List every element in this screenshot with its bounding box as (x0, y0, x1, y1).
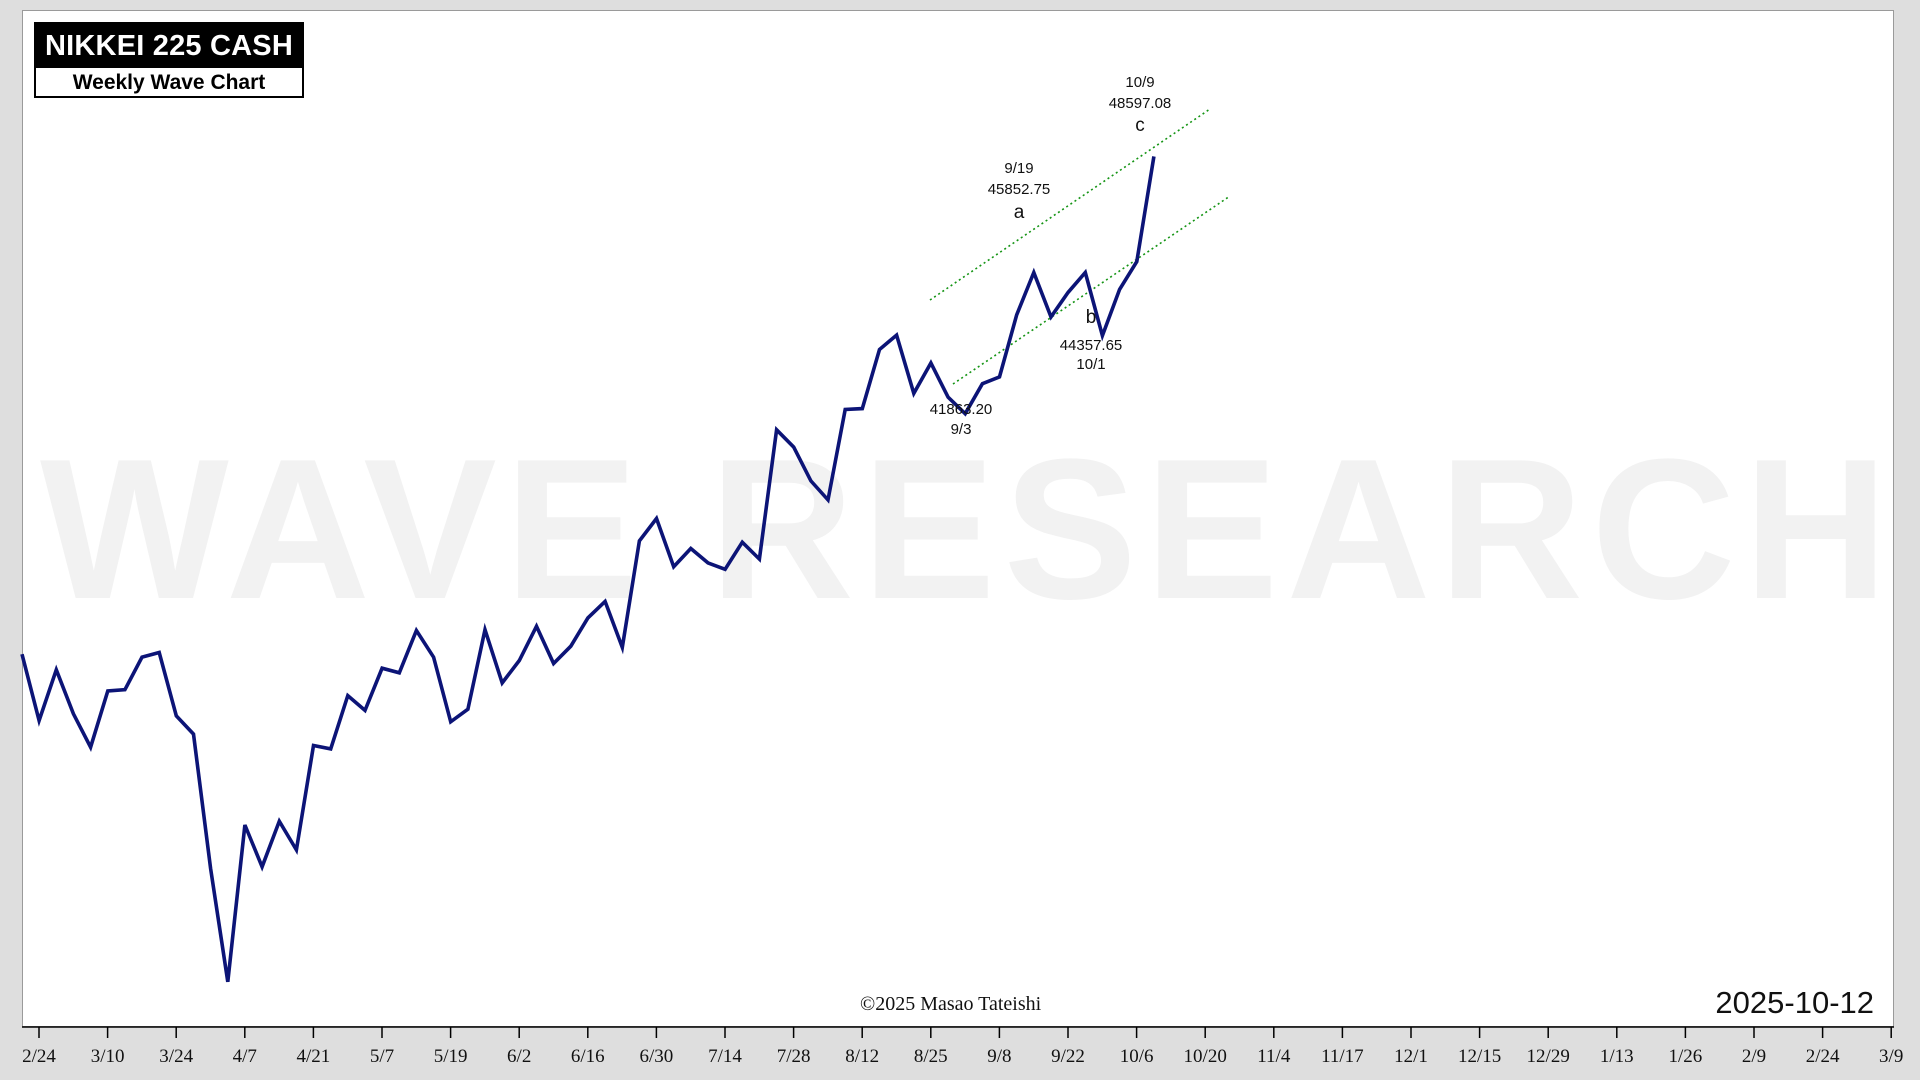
x-tick-label: 8/12 (845, 1046, 879, 1067)
x-tick-label: 3/24 (159, 1046, 193, 1067)
swing-date-label: 9/19 (1004, 160, 1033, 177)
x-tick-label: 11/17 (1321, 1046, 1364, 1067)
price-line (20, 156, 1156, 983)
x-tick-label: 2/24 (22, 1046, 56, 1067)
wave-label-a: a (1014, 202, 1025, 223)
swing-date-label: 10/1 (1076, 356, 1105, 373)
chart-title-box: NIKKEI 225 CASH Weekly Wave Chart (34, 22, 304, 98)
x-tick-label: 3/10 (91, 1046, 125, 1067)
x-tick-label: 5/7 (370, 1046, 394, 1067)
watermark: WAVE RESEARCH (40, 418, 1897, 641)
chart-frame (22, 10, 1894, 1027)
x-tick-label: 7/28 (777, 1046, 811, 1067)
x-tick-label: 12/15 (1458, 1046, 1501, 1067)
channel-lower-line (952, 195, 1231, 385)
report-date: 2025-10-12 (1715, 985, 1874, 1020)
x-tick-label: 10/6 (1120, 1046, 1154, 1067)
x-tick-label: 10/20 (1184, 1046, 1227, 1067)
x-tick-label: 8/25 (914, 1046, 948, 1067)
swing-price-label: 41863.20 (930, 401, 993, 418)
x-tick-label: 2/24 (1806, 1046, 1840, 1067)
swing-price-label: 44357.65 (1060, 337, 1123, 354)
x-tick-label: 9/8 (987, 1046, 1011, 1067)
x-axis: 2/24 3/10 3/24 4/7 4/21 5/7 5/19 6/2 6/16 6/30 7/1… (22, 1026, 1903, 1067)
x-tick-label: 11/4 (1257, 1046, 1291, 1067)
x-tick-label: 4/21 (297, 1046, 331, 1067)
x-tick-label: 6/2 (507, 1046, 531, 1067)
x-tick-label: 4/7 (233, 1046, 257, 1067)
x-tick-label: 12/1 (1394, 1046, 1428, 1067)
swing-price-label: 45852.75 (988, 181, 1051, 198)
x-tick-label: 2/9 (1742, 1046, 1766, 1067)
swing-annotations: 41863.20 9/3 9/19 45852.75 a b 44357.65 10/1 10/… (930, 74, 1172, 438)
channel-lines (929, 108, 1231, 385)
swing-date-label: 9/3 (951, 421, 972, 438)
swing-date-label: 10/9 (1125, 74, 1154, 91)
x-tick-label: 1/13 (1600, 1046, 1634, 1067)
price-series (20, 156, 1156, 983)
channel-upper-line (929, 108, 1211, 301)
wave-label-c: c (1135, 115, 1145, 136)
x-tick-label: 7/14 (708, 1046, 742, 1067)
x-tick-label: 12/29 (1527, 1046, 1570, 1067)
x-tick-label: 6/16 (571, 1046, 605, 1067)
x-tick-label: 6/30 (640, 1046, 674, 1067)
copyright-text: ©2025 Masao Tateishi (860, 993, 1042, 1015)
wave-label-b: b (1086, 307, 1097, 328)
x-tick-label: 9/22 (1051, 1046, 1085, 1067)
swing-price-label: 48597.08 (1109, 95, 1172, 112)
x-tick-label: 3/9 (1879, 1046, 1903, 1067)
x-tick-label: 1/26 (1669, 1046, 1703, 1067)
chart-title: NIKKEI 225 CASH (36, 24, 302, 68)
x-tick-label: 5/19 (434, 1046, 468, 1067)
chart-subtitle: Weekly Wave Chart (72, 71, 266, 94)
